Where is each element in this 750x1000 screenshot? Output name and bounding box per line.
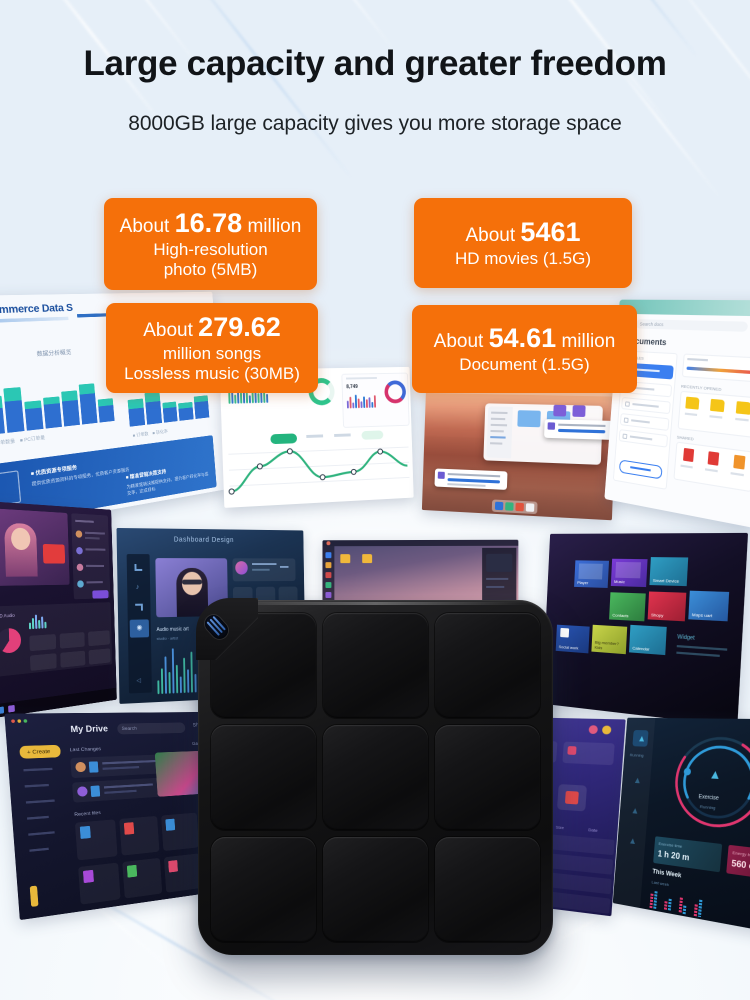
device-panel: [435, 837, 540, 942]
screen-metro-tiles: Player Music Smart Device Contacts Shopy…: [541, 532, 749, 727]
device-panel-grid: [211, 613, 540, 942]
callout-documents-line1: About 54.61 million: [433, 323, 616, 354]
callout-documents: About 54.61 million Document (1.5G): [412, 305, 637, 393]
screen-analytics-dashboard: 8,749: [219, 366, 414, 508]
callout-music-line3: Lossless music (30MB): [124, 363, 300, 383]
screen-macos-desktop: [421, 385, 617, 521]
callout-music-line1: About 279.62: [143, 312, 281, 343]
device-top-highlight: [214, 602, 537, 605]
device-panel: [323, 725, 428, 830]
screen-fitness-tracker: ▲ Running ▲ ▲ ▲ ▲ Exercise Running Exerc…: [612, 717, 750, 934]
my-drive-title: My Drive: [70, 723, 109, 735]
device-panel: [435, 613, 540, 718]
portable-ssd-device: [196, 598, 553, 971]
callout-documents-line2: Document (1.5G): [459, 354, 590, 374]
callout-photos-line2: High-resolution: [153, 239, 268, 259]
device-panel: [323, 837, 428, 942]
callout-photos-line1: About 16.78 million: [119, 208, 302, 239]
music-dashboard-title: Dashboard Design: [173, 536, 234, 544]
activity-ring: [660, 729, 750, 841]
callout-photos-line3: photo (5MB): [163, 259, 258, 279]
device-panel: [435, 725, 540, 830]
screen-streaming-studio: HD Audio: [0, 500, 117, 719]
device-panel: [211, 837, 316, 942]
page-subheadline: 8000GB large capacity gives you more sto…: [128, 112, 622, 135]
line-chart-green: [226, 441, 411, 500]
callout-movies: About 5461 HD movies (1.5G): [414, 198, 632, 288]
callout-photos: About 16.78 million High-resolution phot…: [104, 198, 317, 290]
callout-music: About 279.62 million songs Lossless musi…: [106, 303, 318, 393]
page-headline: Large capacity and greater freedom: [83, 44, 667, 83]
device-chamfer-corner: [196, 598, 258, 660]
callout-music-line2: million songs: [162, 343, 262, 363]
device-panel: [211, 725, 316, 830]
callout-movies-line2: HD movies (1.5G): [454, 248, 592, 268]
callout-movies-line1: About 5461: [465, 217, 581, 248]
device-panel: [323, 613, 428, 718]
